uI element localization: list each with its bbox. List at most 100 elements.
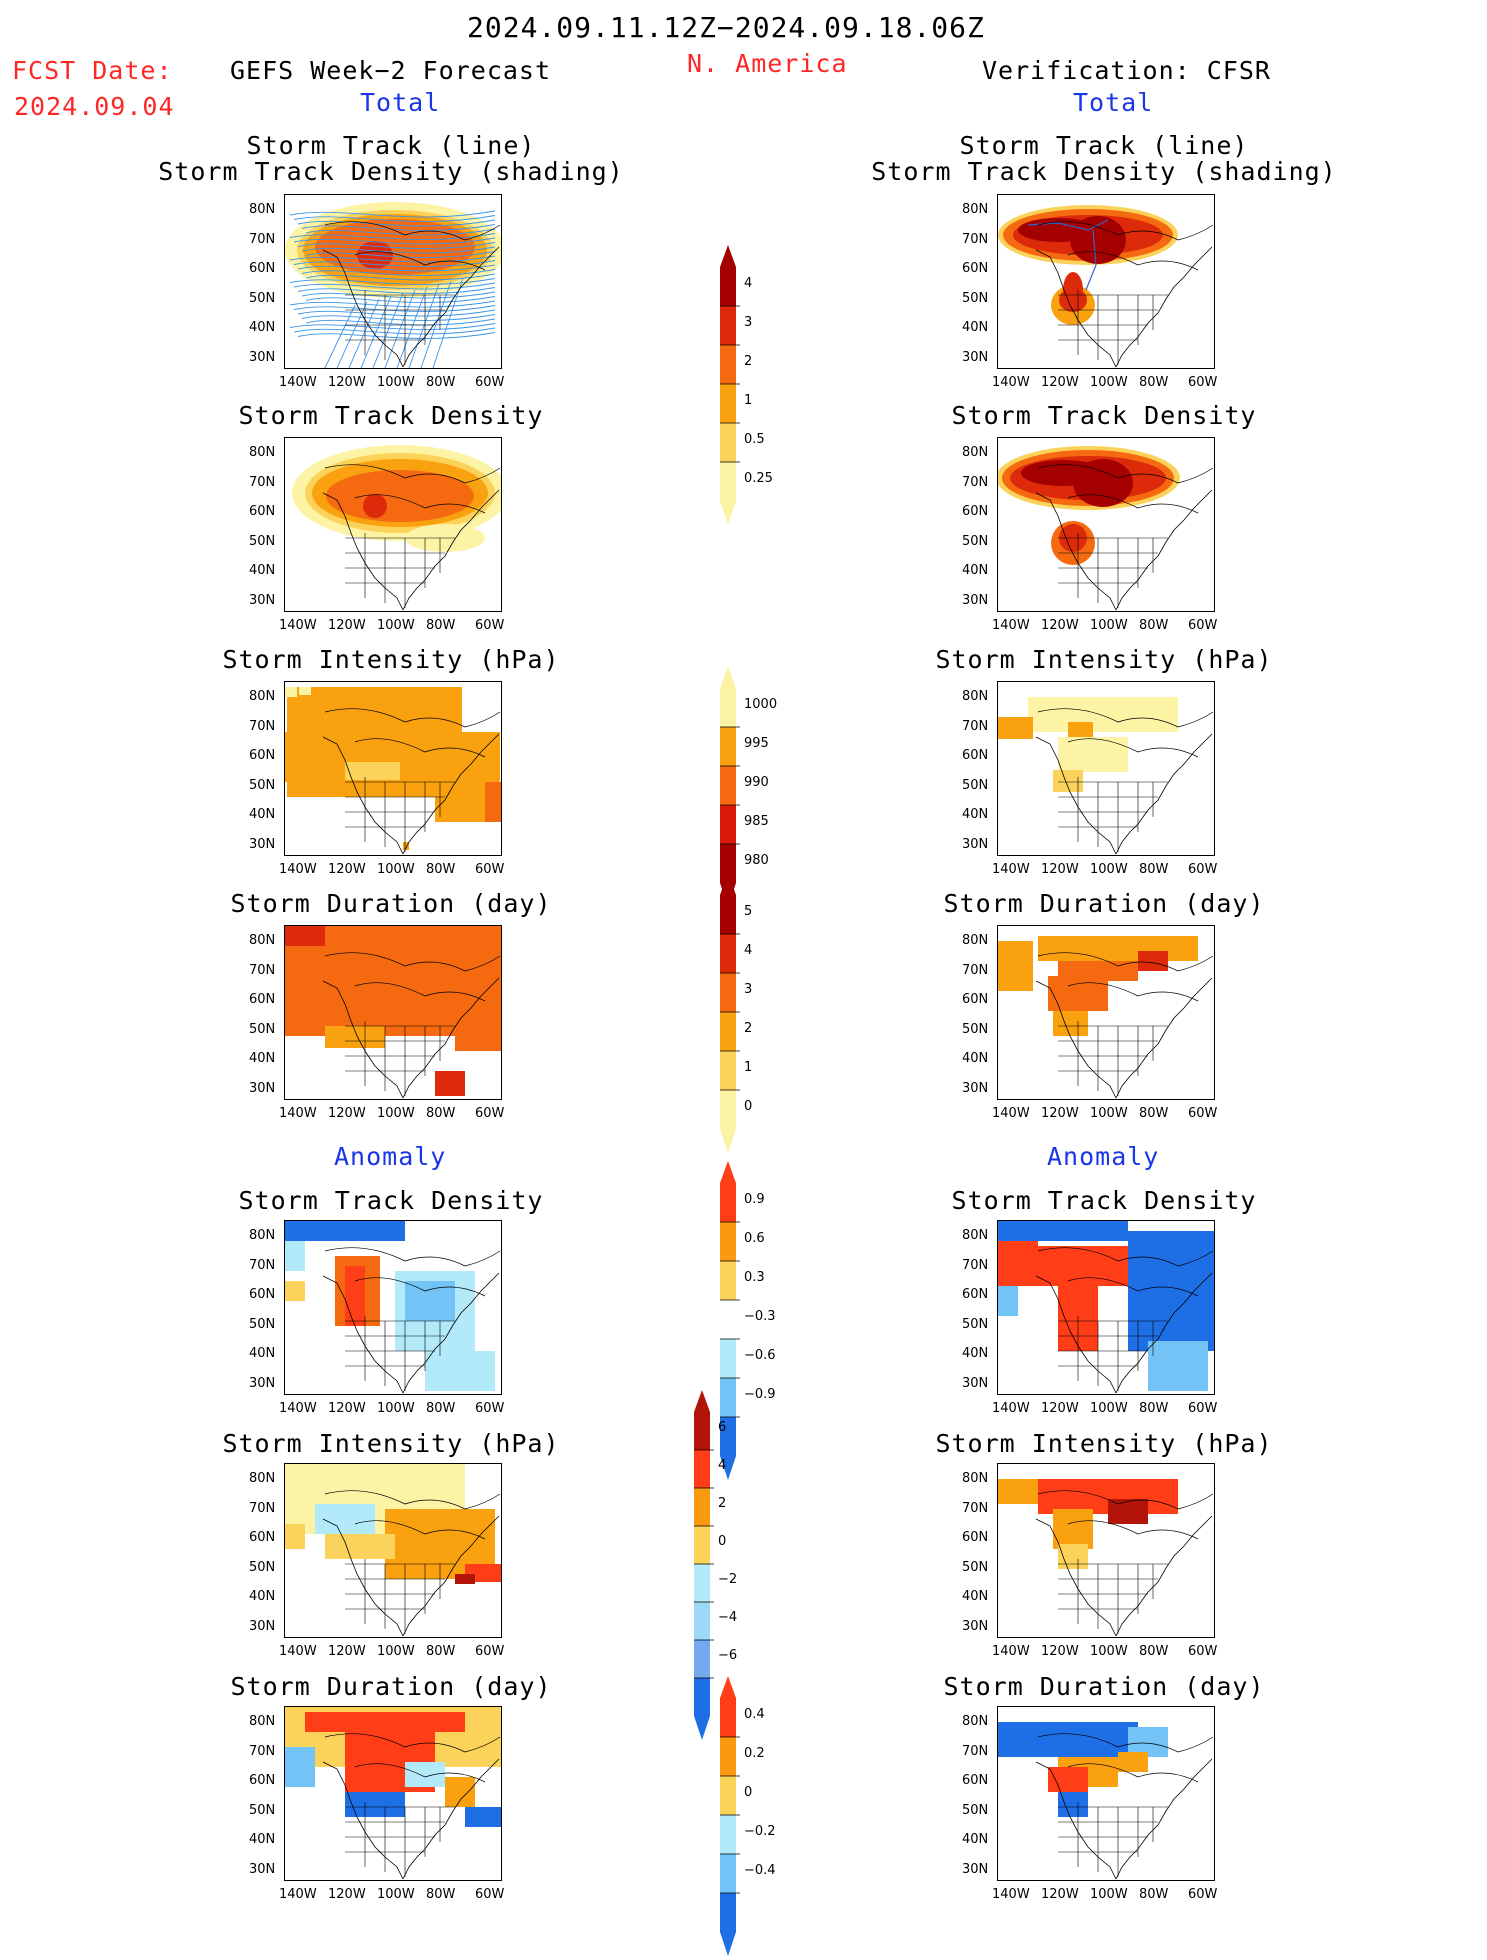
left-density-map-svg — [292, 445, 501, 611]
right-density-lon-label: 100W — [1090, 618, 1128, 633]
intensity_total-tick-label: 995 — [744, 736, 769, 751]
right-anom-duration-lat-label: 60N — [962, 1773, 989, 1788]
left-density-title: Storm Track Density — [238, 401, 544, 430]
left-duration-lon-label: 120W — [328, 1106, 366, 1121]
left-intensity-lat-label: 40N — [249, 807, 276, 822]
right-duration-lat-label: 60N — [962, 992, 989, 1007]
right-track-lon-label: 100W — [1090, 375, 1128, 390]
right-anom-duration-lon-label: 80W — [1139, 1887, 1169, 1902]
intensity_anom-tick-label: 6 — [718, 1420, 727, 1435]
left-density-lat-label: 80N — [249, 445, 276, 460]
right-intensity-title: Storm Intensity (hPa) — [935, 645, 1273, 674]
right-anom-duration-lat-label: 40N — [962, 1832, 989, 1847]
right-intensity-lat-label: 70N — [962, 718, 989, 734]
density_total-tick-label: 0.5 — [744, 432, 765, 447]
right-track-lat-label: 80N — [962, 202, 989, 217]
right-track-lat-label: 70N — [962, 231, 989, 247]
right-density-lat-label: 50N — [962, 533, 989, 549]
density_anom-tick-label: −0.6 — [744, 1348, 776, 1363]
left-anom-duration-map — [284, 1706, 502, 1881]
right-anom-duration-lon-label: 100W — [1090, 1887, 1128, 1902]
right-anom-duration-title: Storm Duration (day) — [943, 1672, 1265, 1701]
left-track-lon-label: 100W — [377, 375, 415, 390]
right-duration-title: Storm Duration (day) — [943, 889, 1265, 918]
right-density-lon-label: 140W — [992, 618, 1030, 633]
right-density-lon-label: 80W — [1139, 618, 1169, 633]
left-anom-duration-lon-label: 80W — [426, 1887, 456, 1902]
left-density-lat-label: 70N — [249, 474, 276, 490]
left-anom-density-map-svg — [285, 1221, 501, 1394]
left-anom-density-lon-label: 60W — [475, 1401, 505, 1416]
left-intensity-lat-label: 80N — [249, 689, 276, 704]
right-track-lat-label: 60N — [962, 261, 989, 276]
right-intensity-lat-label: 60N — [962, 748, 989, 763]
right-anom-density-title: Storm Track Density — [951, 1186, 1257, 1215]
left-anom-density-lon-label: 120W — [328, 1401, 366, 1416]
density_anom-tick-label: −0.9 — [744, 1387, 776, 1402]
right-track-shading-title: Storm Track Density (shading) — [871, 157, 1337, 186]
left-intensity-lat-label: 70N — [249, 718, 276, 734]
left-track-lat-label: 70N — [249, 231, 276, 247]
right-duration-map-svg — [998, 926, 1214, 1099]
right-density-map — [997, 437, 1215, 612]
right-anom-duration-lat-label: 70N — [962, 1743, 989, 1759]
right-intensity-map — [997, 681, 1215, 856]
left-anom-density-title: Storm Track Density — [238, 1186, 544, 1215]
right-anom-intensity-lon-label: 60W — [1188, 1644, 1218, 1659]
left-anom-duration-lat-label: 80N — [249, 1714, 276, 1729]
right-duration-lon-label: 120W — [1041, 1106, 1079, 1121]
intensity_anom-tick-label: −6 — [718, 1648, 738, 1663]
right-intensity-lat-label: 80N — [962, 689, 989, 704]
right-intensity-lat-label: 40N — [962, 807, 989, 822]
right-anom-duration-lon-label: 140W — [992, 1887, 1030, 1902]
left-anom-intensity-lon-label: 120W — [328, 1644, 366, 1659]
left-density-lat-label: 50N — [249, 533, 276, 549]
left-anom-density-lon-label: 140W — [279, 1401, 317, 1416]
right-anom-intensity-lat-label: 40N — [962, 1589, 989, 1604]
duration_anom-tick-label: −0.2 — [744, 1824, 776, 1839]
left-anom-duration-lon-label: 120W — [328, 1887, 366, 1902]
right-anom-density-lat-label: 80N — [962, 1228, 989, 1243]
left-anom-density-lon-label: 100W — [377, 1401, 415, 1416]
left-column-title: GEFS Week−2 Forecast — [230, 56, 552, 85]
left-intensity-lon-label: 120W — [328, 862, 366, 877]
right-duration-lon-label: 60W — [1188, 1106, 1218, 1121]
right-anom-intensity-lon-label: 120W — [1041, 1644, 1079, 1659]
right-anom-intensity-lat-label: 30N — [962, 1618, 989, 1634]
left-density-lon-label: 80W — [426, 618, 456, 633]
left-density-lat-label: 40N — [249, 563, 276, 578]
fcst-date-label: FCST Date: — [12, 56, 173, 85]
right-intensity-lon-label: 80W — [1139, 862, 1169, 877]
left-duration-lat-label: 60N — [249, 992, 276, 1007]
left-anom-intensity-map-svg — [285, 1464, 501, 1637]
density_total-colorbar — [720, 245, 740, 525]
right-duration-lat-label: 40N — [962, 1051, 989, 1066]
left-intensity-map-svg — [285, 682, 501, 855]
duration_anom-tick-label: 0 — [744, 1785, 753, 1800]
left-track-shading-title: Storm Track Density (shading) — [158, 157, 624, 186]
left-anom-duration-lat-label: 50N — [249, 1802, 276, 1818]
right-intensity-lat-label: 50N — [962, 777, 989, 793]
right-track-lon-label: 140W — [992, 375, 1030, 390]
right-density-map-svg — [998, 446, 1214, 611]
left-anom-duration-lon-label: 60W — [475, 1887, 505, 1902]
right-anom-density-lat-label: 70N — [962, 1257, 989, 1273]
left-duration-map — [284, 925, 502, 1100]
left-intensity-lat-label: 30N — [249, 836, 276, 852]
left-duration-lon-label: 140W — [279, 1106, 317, 1121]
right-density-lat-label: 60N — [962, 504, 989, 519]
duration_total-tick-label: 4 — [744, 943, 753, 958]
density_total-tick-label: 0.25 — [744, 471, 773, 486]
intensity_total-tick-label: 980 — [744, 853, 769, 868]
left-anom-intensity-lat-label: 30N — [249, 1618, 276, 1634]
left-anom-intensity-lat-label: 50N — [249, 1559, 276, 1575]
right-density-lat-label: 40N — [962, 563, 989, 578]
right-anom-density-lat-label: 60N — [962, 1287, 989, 1302]
density_anom-tick-label: −0.3 — [744, 1309, 776, 1324]
right-duration-lat-label: 70N — [962, 962, 989, 978]
left-duration-title: Storm Duration (day) — [230, 889, 552, 918]
right-density-lat-label: 80N — [962, 445, 989, 460]
left-anom-intensity-lon-label: 80W — [426, 1644, 456, 1659]
right-anom-intensity-lat-label: 60N — [962, 1530, 989, 1545]
right-anom-intensity-lat-label: 80N — [962, 1471, 989, 1486]
